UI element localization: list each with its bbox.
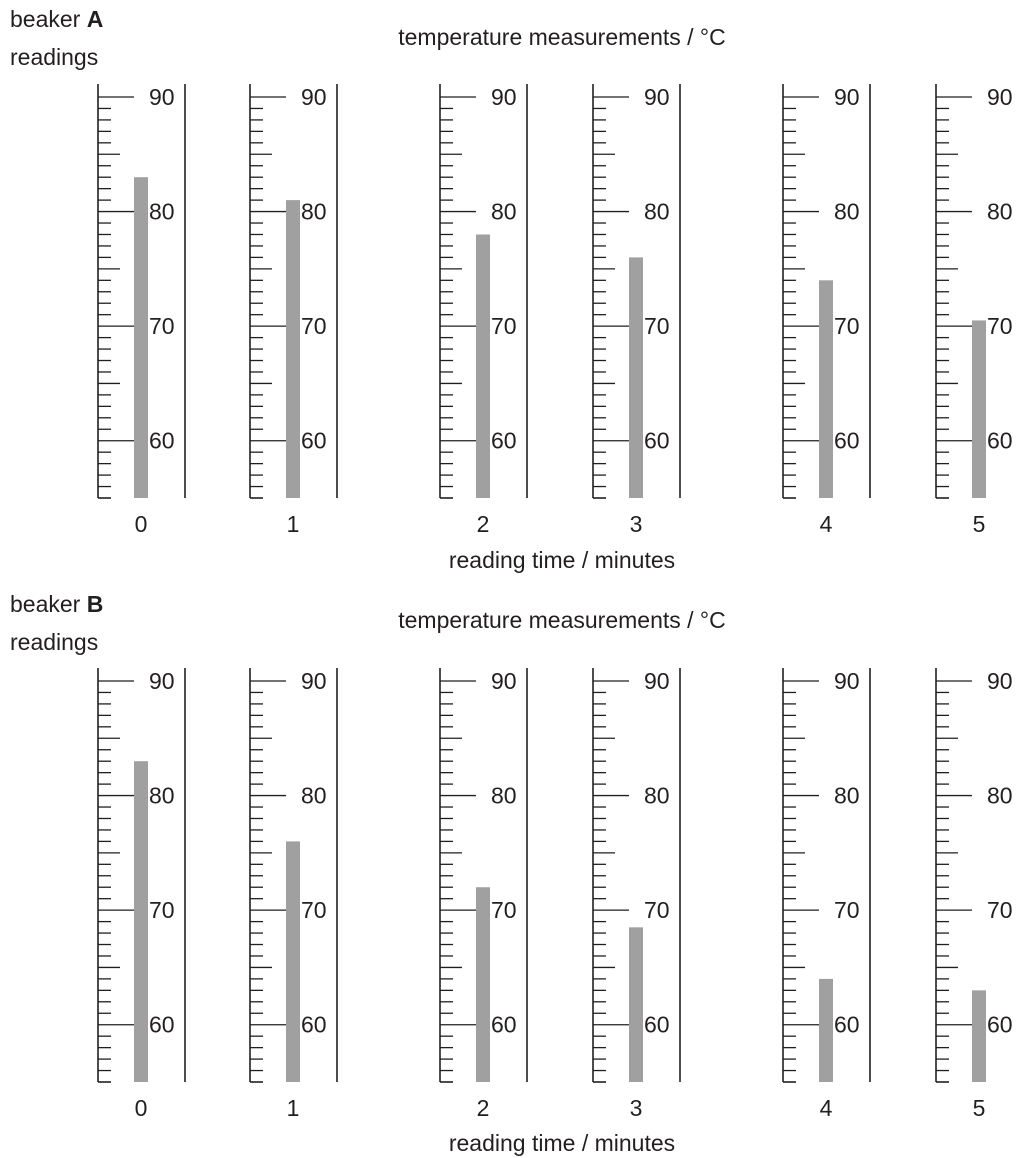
thermometer: 60 70 80 90 0 (97, 84, 186, 537)
scale-label: 90 (301, 668, 327, 694)
scale-label: 90 (644, 668, 670, 694)
scale-label: 60 (491, 1012, 517, 1038)
scale-label: 60 (301, 428, 327, 454)
thermometer: 60 70 80 90 1 (249, 668, 338, 1121)
thermometer: 60 70 80 90 4 (782, 84, 871, 537)
scale-label: 80 (301, 783, 327, 809)
thermometer-liquid-column (286, 841, 300, 1082)
scale-label: 70 (491, 313, 517, 339)
scale-label: 80 (834, 783, 860, 809)
thermometer-liquid-column (819, 978, 833, 1082)
scale-label: 70 (491, 897, 517, 923)
scale-label: 70 (834, 313, 860, 339)
thermometer: 60 70 80 90 4 (782, 668, 871, 1121)
beaker-label: beaker B (10, 591, 103, 617)
scale-label: 80 (987, 199, 1013, 225)
scale-label: 80 (987, 783, 1013, 809)
scale-label: 90 (149, 84, 175, 110)
scale-label: 60 (834, 428, 860, 454)
reading-time-label: 0 (135, 511, 148, 537)
scale-label: 90 (644, 84, 670, 110)
thermometer: 60 70 80 90 5 (935, 668, 1013, 1121)
thermometer-liquid-column (476, 234, 490, 498)
reading-time-label: 0 (135, 1095, 148, 1121)
scale-label: 70 (644, 313, 670, 339)
beaker-label: beaker A (10, 6, 103, 32)
thermometer-liquid-column (629, 257, 643, 498)
scale-label: 60 (987, 1012, 1013, 1038)
scale-label: 60 (987, 428, 1013, 454)
thermometer-liquid-column (286, 200, 300, 498)
x-axis-label: reading time / minutes (449, 547, 675, 573)
reading-time-label: 1 (287, 1095, 300, 1121)
x-axis-label: reading time / minutes (449, 1130, 675, 1156)
thermometer: 60 70 80 90 0 (97, 668, 186, 1121)
thermometer-liquid-column (134, 761, 148, 1082)
thermometer: 60 70 80 90 5 (935, 84, 1013, 537)
scale-label: 80 (644, 783, 670, 809)
scale-label: 70 (149, 897, 175, 923)
scale-label: 70 (301, 313, 327, 339)
reading-time-label: 5 (973, 1095, 986, 1121)
reading-time-label: 5 (973, 511, 986, 537)
scale-label: 60 (491, 428, 517, 454)
scale-label: 90 (834, 84, 860, 110)
reading-time-label: 2 (477, 1095, 490, 1121)
thermometer: 60 70 80 90 1 (249, 84, 338, 537)
reading-time-label: 1 (287, 511, 300, 537)
scale-label: 70 (301, 897, 327, 923)
scale-label: 60 (149, 428, 175, 454)
scale-label: 70 (149, 313, 175, 339)
scale-label: 80 (834, 199, 860, 225)
thermometer: 60 70 80 90 3 (592, 84, 681, 537)
scale-label: 80 (491, 199, 517, 225)
temperature-heading: temperature measurements / °C (398, 607, 726, 633)
beaker-label-line2: readings (10, 44, 98, 70)
scale-label: 90 (987, 84, 1013, 110)
scale-label: 70 (987, 897, 1013, 923)
temperature-heading: temperature measurements / °C (398, 24, 726, 50)
scale-label: 60 (644, 428, 670, 454)
thermometer-row: 60 70 80 90 0 60 70 80 90 1 60 70 80 90 2 60 70 80 90 3 60 70… (97, 668, 1013, 1121)
reading-time-label: 4 (820, 1095, 833, 1121)
thermometer-liquid-column (134, 177, 148, 498)
thermometer-liquid-column (972, 320, 986, 498)
reading-time-label: 4 (820, 511, 833, 537)
scale-label: 80 (301, 199, 327, 225)
thermometer-liquid-column (972, 990, 986, 1082)
scale-label: 60 (644, 1012, 670, 1038)
thermometer-row: 60 70 80 90 0 60 70 80 90 1 60 70 80 90 2 60 70 80 90 3 60 70… (97, 84, 1013, 537)
thermometer-liquid-column (629, 927, 643, 1082)
scale-label: 90 (491, 668, 517, 694)
scale-label: 70 (644, 897, 670, 923)
beaker-label-line2: readings (10, 629, 98, 655)
scale-label: 90 (834, 668, 860, 694)
beaker-a-panel: beaker A readings temperature measuremen… (10, 6, 1013, 573)
scale-label: 90 (491, 84, 517, 110)
thermometer: 60 70 80 90 2 (439, 84, 528, 537)
scale-label: 80 (149, 783, 175, 809)
beaker-b-panel: beaker B readings temperature measuremen… (10, 591, 1013, 1156)
scale-label: 80 (644, 199, 670, 225)
scale-label: 70 (834, 897, 860, 923)
scale-label: 80 (149, 199, 175, 225)
thermometer: 60 70 80 90 2 (439, 668, 528, 1121)
reading-time-label: 3 (630, 511, 643, 537)
scale-label: 80 (491, 783, 517, 809)
reading-time-label: 2 (477, 511, 490, 537)
scale-label: 90 (301, 84, 327, 110)
scale-label: 70 (987, 313, 1013, 339)
thermometer-liquid-column (819, 280, 833, 498)
scale-label: 60 (834, 1012, 860, 1038)
scale-label: 60 (301, 1012, 327, 1038)
scale-label: 90 (987, 668, 1013, 694)
scale-label: 60 (149, 1012, 175, 1038)
scale-label: 90 (149, 668, 175, 694)
thermometer: 60 70 80 90 3 (592, 668, 681, 1121)
reading-time-label: 3 (630, 1095, 643, 1121)
thermometer-liquid-column (476, 887, 490, 1082)
